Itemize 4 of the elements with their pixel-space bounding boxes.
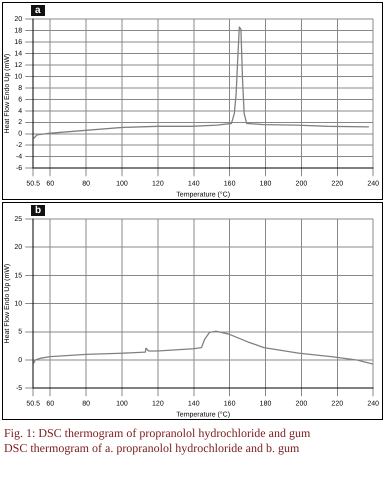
text: DSC thermogram of a. propranolol hydrochloride and b. gum [4,441,300,456]
text: b [31,205,46,216]
text: a [31,5,45,16]
caption: Fig. 1: DSC thermogram of propranolol hydrochloride and gum [4,426,312,441]
